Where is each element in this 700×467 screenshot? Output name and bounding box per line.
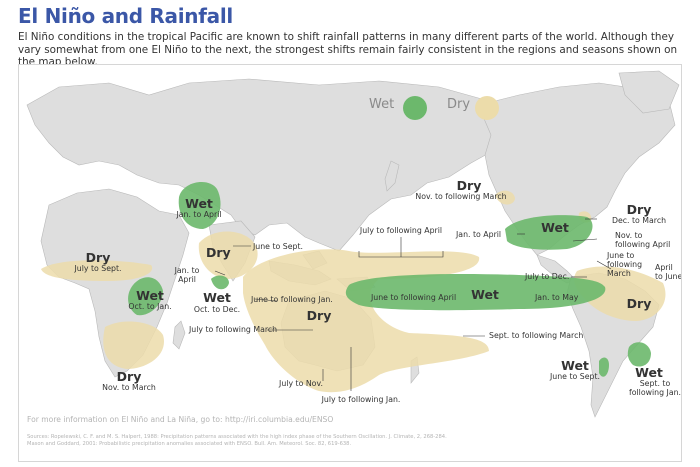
us-east-type: Dry	[626, 202, 652, 217]
madagascar-land	[172, 320, 186, 350]
argentina-wet-area	[627, 342, 651, 367]
alaska-dry-area	[495, 190, 515, 205]
alaska-type: Dry	[456, 178, 482, 193]
sources-line-2: Mason and Goddard, 2001: Probabilistic p…	[27, 441, 352, 447]
indonesia-leader-1	[254, 298, 278, 302]
pacific-wet-season-1: June to following April	[371, 293, 457, 302]
india-dry-area	[198, 231, 258, 279]
central-pacific-season: July to following April	[359, 226, 443, 235]
horn-wet-area	[211, 275, 229, 290]
southafrica-dry-area	[103, 321, 165, 369]
centralam-leader	[596, 260, 612, 270]
world-map: Wet Dry Wet Jan. to April Dry June to Se…	[18, 64, 682, 462]
india-type: Dry	[206, 245, 231, 260]
chile-wet-area	[599, 357, 609, 377]
horn-season: Oct. to Dec.	[193, 305, 241, 314]
greenland-land	[618, 70, 680, 114]
sahel-season: Jan. to April	[174, 266, 200, 284]
west-africa-type: Dry	[85, 250, 111, 265]
horn-type: Wet	[203, 290, 231, 305]
brazil-type: Dry	[626, 296, 652, 311]
legend-wet-label: Wet	[369, 97, 395, 112]
us-southeast-leader	[572, 238, 598, 242]
legend-dry-label: Dry	[447, 97, 471, 112]
leader-lines	[214, 218, 612, 391]
central-america-season: June to following March	[607, 251, 643, 278]
central-pacific-bracket	[358, 237, 444, 258]
indonesia-season-2: July to following March	[189, 325, 278, 334]
southern-africa-season: Nov. to March	[102, 383, 156, 392]
centralafrica-wet-area	[128, 277, 163, 316]
japan-land	[384, 160, 400, 192]
chile-season: June to Sept.	[550, 372, 600, 381]
page-title: El Niño and Rainfall	[18, 4, 233, 28]
india-season: June to Sept.	[253, 242, 303, 251]
rainfall-overlays	[41, 182, 666, 393]
brazil-dry-area	[574, 266, 666, 321]
map-canvas	[26, 70, 680, 418]
indonesia-season-1: June to following Jan.	[251, 295, 333, 304]
south-pacific-season: Sept. to following March	[489, 331, 584, 340]
central-am-west-season: July to Dec.	[525, 272, 570, 281]
pacific-wet-season-2: Jan. to May	[535, 293, 579, 302]
indonesia-type: Dry	[306, 308, 332, 323]
sources-line-1: Sources: Ropelewski, C. F. and M. S. Hal…	[27, 434, 447, 440]
pacific-wet-area	[345, 274, 606, 311]
westafrica-dry-area	[41, 260, 153, 281]
eurasia-land	[26, 78, 520, 252]
central-africa-type: Wet	[136, 288, 164, 303]
argentina-type: Wet	[635, 365, 663, 380]
usgulf-wet-area	[505, 215, 593, 250]
east-africa-season: Jan. to April	[176, 210, 222, 219]
pacific-wet-type: Wet	[471, 287, 499, 302]
eastafrica-wet-area	[178, 182, 221, 229]
indonesia-season-3: July to Nov.	[279, 379, 323, 388]
sahel-leader	[214, 270, 226, 276]
southern-africa-type: Dry	[116, 369, 142, 384]
legend-dry-swatch	[475, 96, 499, 120]
legend-wet-swatch	[403, 96, 427, 120]
indonesia-season-4: July to following Jan.	[321, 395, 401, 404]
west-africa-season: July to Sept.	[74, 264, 122, 273]
us-southeast-season: Nov. to following April	[615, 231, 671, 249]
more-info-link[interactable]: For more information on El Niño and La N…	[27, 415, 334, 424]
argentina-season: Sept. to following Jan.	[628, 379, 682, 397]
us-south-type: Wet	[541, 220, 569, 235]
alaska-season: Nov. to following March	[415, 192, 507, 201]
east-africa-type: Wet	[185, 196, 213, 211]
us-south-season: Jan. to April	[456, 230, 502, 239]
intro-paragraph: El Niño conditions in the tropical Pacif…	[18, 31, 678, 68]
indonesia-dry-area	[243, 249, 489, 393]
chile-type: Wet	[561, 358, 589, 373]
central-africa-season: Oct. to Jan.	[128, 302, 172, 311]
brazil-season: April to June	[655, 263, 682, 281]
us-east-season: Dec. to March	[611, 216, 667, 225]
